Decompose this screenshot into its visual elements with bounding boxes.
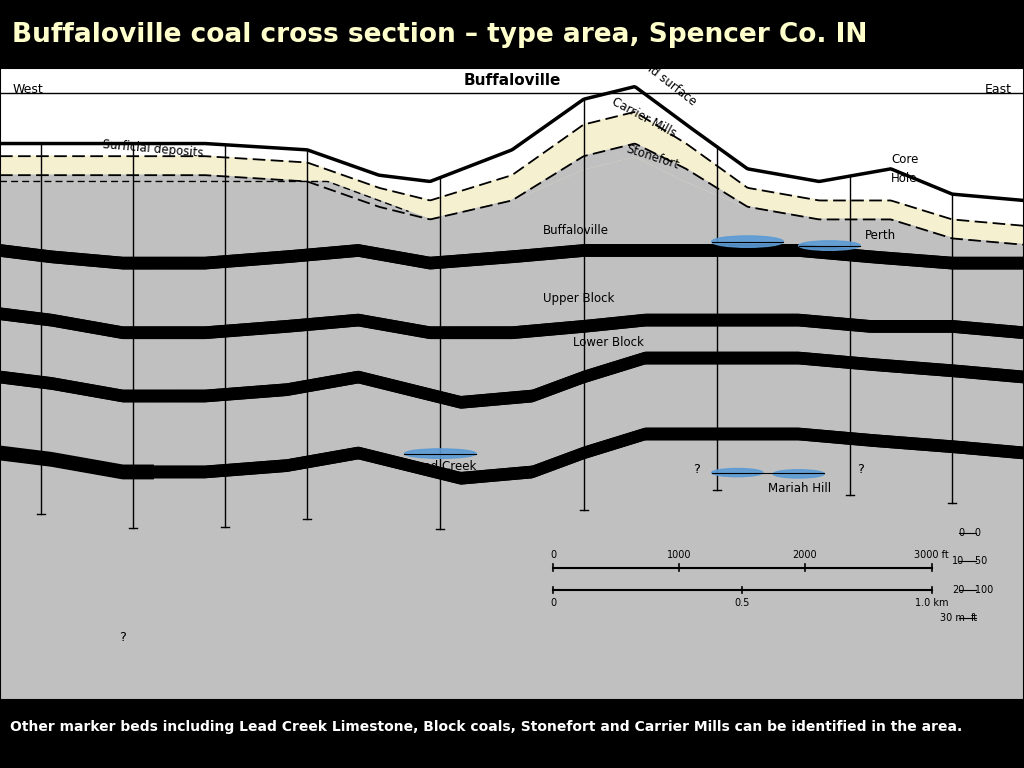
- Text: Surficial deposits: Surficial deposits: [102, 137, 205, 159]
- Text: –0: –0: [971, 528, 982, 538]
- Text: –50: –50: [971, 556, 988, 566]
- Text: Upper Block: Upper Block: [543, 292, 614, 305]
- Text: Stonefort: Stonefort: [625, 143, 681, 172]
- Text: ?: ?: [120, 631, 126, 644]
- Text: 0: 0: [550, 598, 556, 608]
- Text: ?: ?: [693, 463, 699, 476]
- Ellipse shape: [799, 241, 860, 250]
- Text: West: West: [12, 84, 43, 97]
- Text: ?: ?: [857, 463, 863, 476]
- Text: 1000: 1000: [667, 550, 691, 560]
- Text: Buffaloville coal cross section – type area, Spencer Co. IN: Buffaloville coal cross section – type a…: [12, 22, 867, 48]
- Text: Core: Core: [891, 153, 919, 166]
- Text: Other marker beds including Lead Creek Limestone, Block coals, Stonefort and Car: Other marker beds including Lead Creek L…: [10, 720, 963, 734]
- Text: Lower Block: Lower Block: [573, 336, 644, 349]
- Text: –100: –100: [971, 584, 994, 594]
- Text: ft: ft: [971, 613, 978, 623]
- Text: 1.0 km: 1.0 km: [915, 598, 948, 608]
- Ellipse shape: [712, 236, 783, 247]
- Text: Lead Creek: Lead Creek: [410, 459, 476, 472]
- Text: 0: 0: [958, 528, 965, 538]
- Text: Hole: Hole: [891, 172, 918, 184]
- Text: Carrier Mills: Carrier Mills: [609, 95, 678, 141]
- Text: Buffaloville: Buffaloville: [543, 224, 608, 237]
- Ellipse shape: [712, 468, 763, 477]
- Text: 10: 10: [952, 556, 965, 566]
- Ellipse shape: [404, 449, 476, 458]
- Text: Buffaloville: Buffaloville: [463, 73, 561, 88]
- Text: Perth: Perth: [865, 229, 896, 242]
- Text: Ground surface: Ground surface: [620, 42, 699, 109]
- Text: 2000: 2000: [793, 550, 817, 560]
- Text: 0: 0: [550, 550, 556, 560]
- Text: 30 m: 30 m: [940, 613, 965, 623]
- Text: 3000 ft: 3000 ft: [914, 550, 949, 560]
- Text: East: East: [985, 84, 1012, 97]
- Ellipse shape: [773, 470, 824, 478]
- Text: 0.5: 0.5: [734, 598, 751, 608]
- Text: Mariah Hill: Mariah Hill: [768, 482, 831, 495]
- Text: 20: 20: [952, 584, 965, 594]
